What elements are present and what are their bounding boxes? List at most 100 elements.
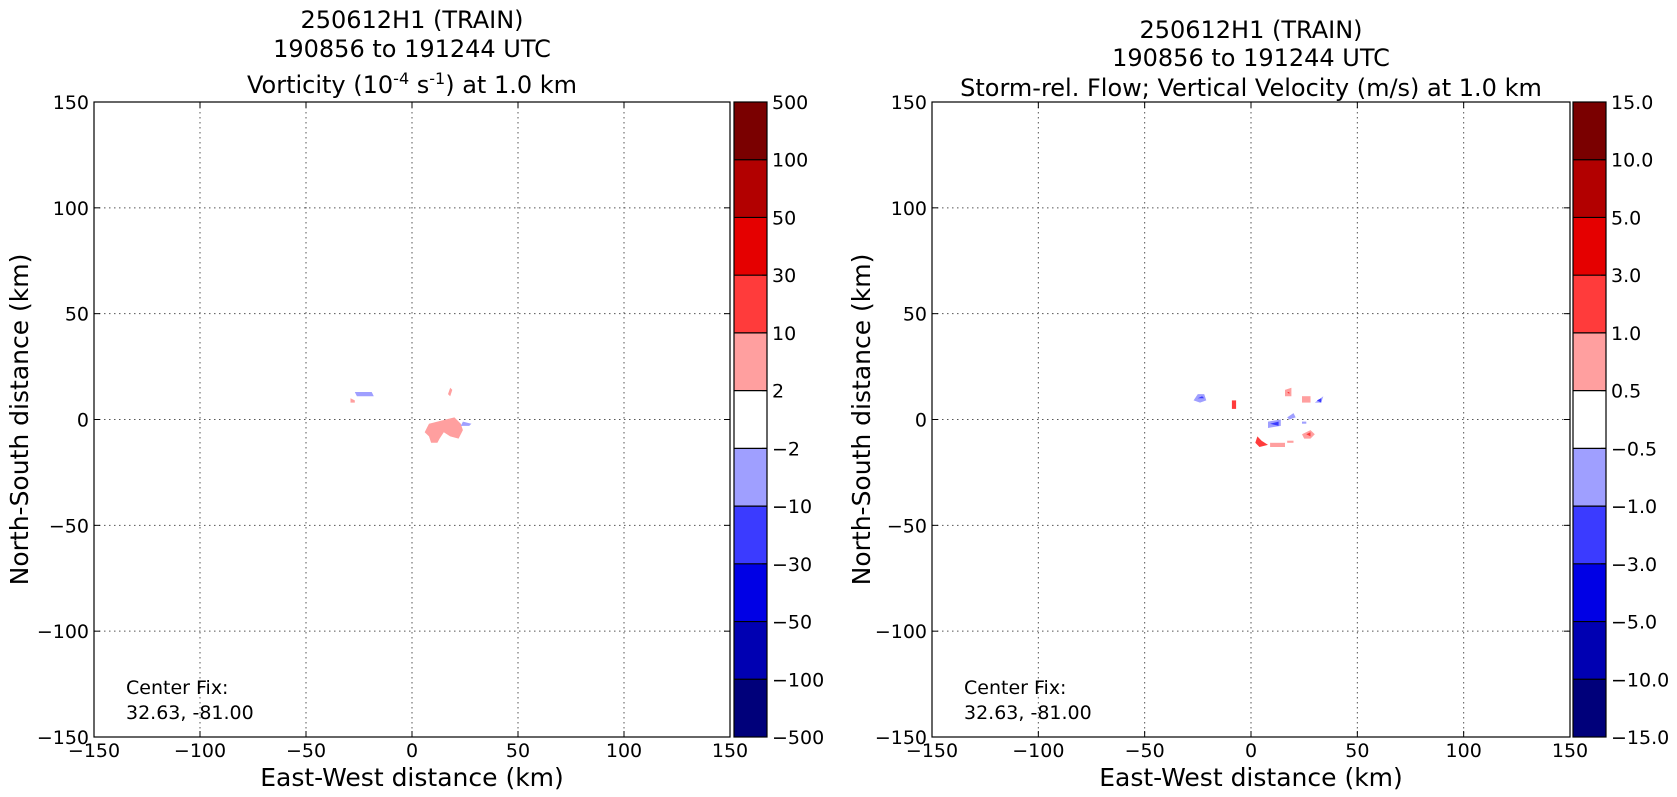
contour-patch — [424, 417, 463, 443]
colorbar-tick-label: −50 — [772, 612, 812, 634]
colorbar-tick-label: 10.0 — [1611, 150, 1653, 172]
chart-subtitle: Storm-rel. Flow; Vertical Velocity (m/s)… — [960, 74, 1542, 102]
colorbar-tick-label: −3.0 — [1611, 554, 1657, 576]
y-axis-label: North-South distance (km) — [847, 254, 876, 586]
contour-patch — [1316, 398, 1322, 403]
center-fix-label: Center Fix: — [964, 677, 1066, 699]
colorbar-swatch — [734, 217, 767, 276]
x-axis-label: East-West distance (km) — [1099, 763, 1403, 792]
colorbar-swatch — [734, 275, 767, 333]
subtitle-text: Vorticity (10 — [247, 71, 393, 99]
colorbar-tick-label: −100 — [772, 669, 824, 691]
colorbar-swatch — [734, 390, 767, 449]
x-tick-label: 50 — [506, 740, 530, 762]
colorbar-tick-label: −15.0 — [1611, 727, 1669, 749]
colorbar-tick-label: 0.5 — [1611, 381, 1641, 403]
x-axis-label: East-West distance (km) — [260, 763, 564, 792]
x-tick-label: 0 — [1245, 740, 1257, 762]
contour-patch — [1302, 421, 1307, 424]
colorbar-swatch — [734, 159, 767, 218]
colorbar-swatch — [734, 679, 767, 737]
y-tick-label: 100 — [891, 198, 927, 220]
colorbar-tick-label: 100 — [772, 150, 808, 172]
chart-title-line: 190856 to 191244 UTC — [273, 35, 551, 63]
colorbar-tick-label: −5.0 — [1611, 612, 1657, 634]
colorbar-swatch — [734, 102, 767, 160]
colorbar-swatch — [1573, 102, 1606, 160]
contour-patch — [1302, 396, 1311, 403]
panel-1: −150 −100 −50 0 50 100 150−150−100−50050100150… — [5, 6, 824, 792]
colorbar-tick-label: −1.0 — [1611, 496, 1657, 518]
colorbar-swatch — [1573, 217, 1606, 276]
y-tick-label: 150 — [53, 92, 89, 114]
colorbar-tick-label: 30 — [772, 265, 796, 287]
y-tick-label: 0 — [915, 410, 927, 432]
y-tick-label: −150 — [37, 727, 89, 749]
colorbar-tick-label: 5.0 — [1611, 207, 1641, 229]
colorbar-tick-label: −10 — [772, 496, 812, 518]
y-tick-label: 0 — [77, 410, 89, 432]
contour-patch — [1287, 392, 1290, 395]
x-tick-label: 0 — [406, 740, 418, 762]
colorbar-swatch — [1573, 390, 1606, 449]
y-tick-label: −100 — [37, 621, 89, 643]
subtitle-text: ) at 1.0 km — [445, 71, 577, 99]
colorbar-tick-label: −2 — [772, 438, 800, 460]
x-tick-label: 100 — [1446, 740, 1482, 762]
colorbar-tick-label: −0.5 — [1611, 438, 1657, 460]
y-tick-label: 150 — [891, 92, 927, 114]
colorbar-swatch — [1573, 159, 1606, 218]
colorbar-frame — [1572, 101, 1607, 738]
contour-patch — [460, 421, 472, 426]
chart-title-line: 190856 to 191244 UTC — [1112, 44, 1390, 72]
y-tick-label: 100 — [53, 198, 89, 220]
x-tick-label: −50 — [286, 740, 326, 762]
colorbar-swatch — [1573, 332, 1606, 391]
contour-patch — [448, 387, 453, 397]
subtitle-text: s — [409, 71, 429, 99]
colorbar-tick-label: −10.0 — [1611, 669, 1669, 691]
colorbar-tick-label: −30 — [772, 554, 812, 576]
colorbar-swatch — [1573, 563, 1606, 622]
contour-patch — [1270, 421, 1279, 426]
colorbar-swatch — [734, 448, 767, 507]
x-tick-label: −150 — [906, 740, 958, 762]
center-fix-label: Center Fix: — [126, 677, 228, 699]
colorbar-swatch — [1573, 448, 1606, 507]
colorbar-tick-label: 2 — [772, 381, 784, 403]
contour-patch — [1255, 436, 1268, 447]
chart-subtitle: Vorticity (10-4 s-1) at 1.0 km — [247, 69, 577, 99]
y-tick-label: −150 — [875, 727, 927, 749]
colorbar-swatch — [734, 332, 767, 391]
colorbar-swatch — [1573, 621, 1606, 680]
contour-patch — [1287, 440, 1294, 443]
colorbar-swatch — [734, 563, 767, 622]
colorbar-swatch — [734, 621, 767, 680]
colorbar-swatch — [1573, 275, 1606, 333]
x-tick-label: −100 — [1012, 740, 1064, 762]
y-axis-label: North-South distance (km) — [5, 254, 34, 586]
x-tick-label: 50 — [1345, 740, 1369, 762]
y-tick-label: 50 — [903, 304, 927, 326]
contour-patch — [1306, 432, 1311, 437]
x-tick-label: −50 — [1125, 740, 1165, 762]
y-tick-label: −50 — [49, 515, 89, 537]
colorbar-tick-label: 3.0 — [1611, 265, 1641, 287]
y-tick-label: −100 — [875, 621, 927, 643]
x-tick-label: −150 — [68, 740, 120, 762]
subtitle-superscript: -1 — [429, 69, 445, 88]
contour-patch — [1287, 413, 1296, 420]
contour-patch — [1197, 396, 1205, 399]
y-tick-label: −50 — [887, 515, 927, 537]
x-tick-label: −100 — [174, 740, 226, 762]
contour-patch — [1231, 400, 1237, 409]
colorbar-tick-label: 15.0 — [1611, 92, 1653, 114]
panel-2: −150 −100 −50 0 50 100 150 −150 −100 −50 0 50 100 150… — [847, 16, 1669, 792]
x-tick-label: 150 — [1552, 740, 1588, 762]
colorbar-frame — [733, 101, 768, 738]
colorbar-swatch — [734, 506, 767, 564]
chart-title-line: 250612H1 (TRAIN) — [300, 6, 523, 34]
colorbar-tick-label: 1.0 — [1611, 323, 1641, 345]
subtitle-text: Storm-rel. Flow; Vertical Velocity (m/s)… — [960, 74, 1542, 102]
